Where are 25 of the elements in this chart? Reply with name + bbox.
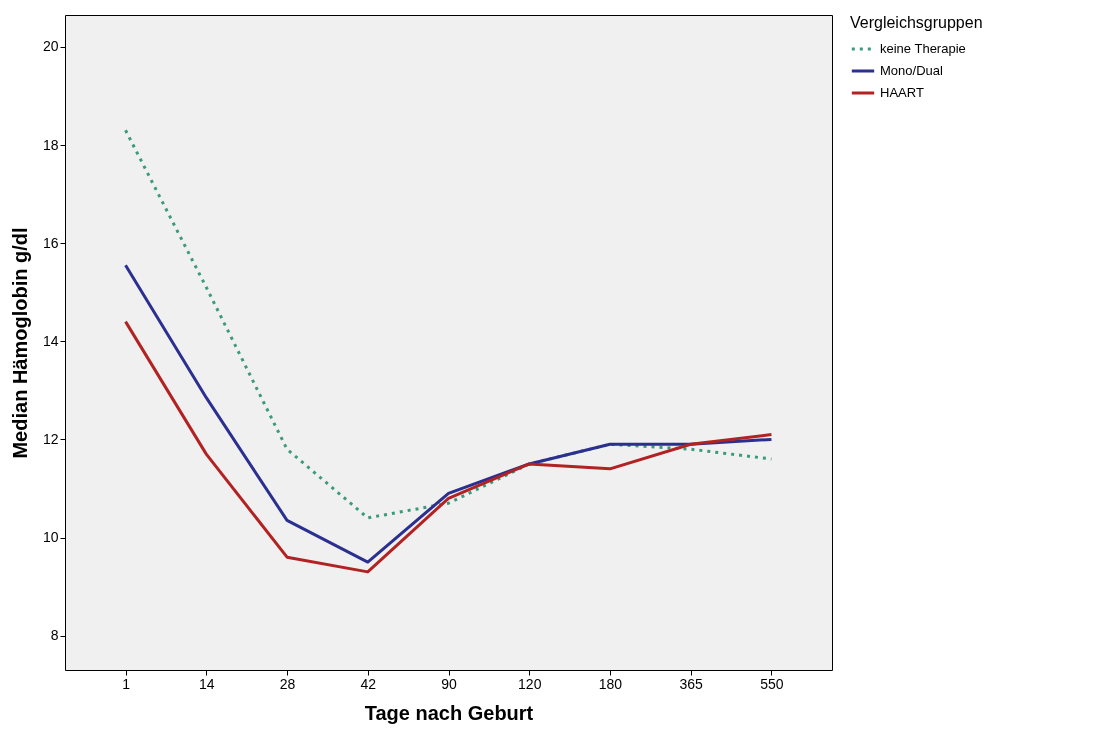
legend-label: keine Therapie [880,41,966,56]
x-tick-label: 365 [679,675,704,692]
x-tick-label: 1 [122,675,131,692]
y-tick-label: 10 [42,529,59,546]
y-tick-label: 12 [42,430,59,447]
legend-label: HAART [880,85,924,100]
y-tick-label: 8 [50,627,59,644]
x-tick-label: 14 [199,675,215,692]
x-axis-title: Tage nach Geburt [364,701,534,724]
x-tick-label: 28 [279,675,296,692]
y-tick-label: 14 [42,332,59,349]
y-tick-label: 18 [42,136,59,153]
line-series [124,320,773,574]
y-axis-title: Median Hämoglobin g/dl [8,227,31,459]
line-series [124,128,773,520]
x-tick-label: 180 [598,675,623,692]
y-tick-label: 20 [42,38,59,55]
line-series [124,263,773,564]
y-tick-label: 16 [42,234,59,251]
legend-title: Vergleichsgruppen [850,14,983,31]
x-tick-label: 42 [360,675,377,692]
x-tick-label: 120 [518,675,542,692]
x-tick-label: 550 [760,675,784,692]
x-tick-label: 90 [441,675,457,692]
legend-label: Mono/Dual [880,63,943,78]
